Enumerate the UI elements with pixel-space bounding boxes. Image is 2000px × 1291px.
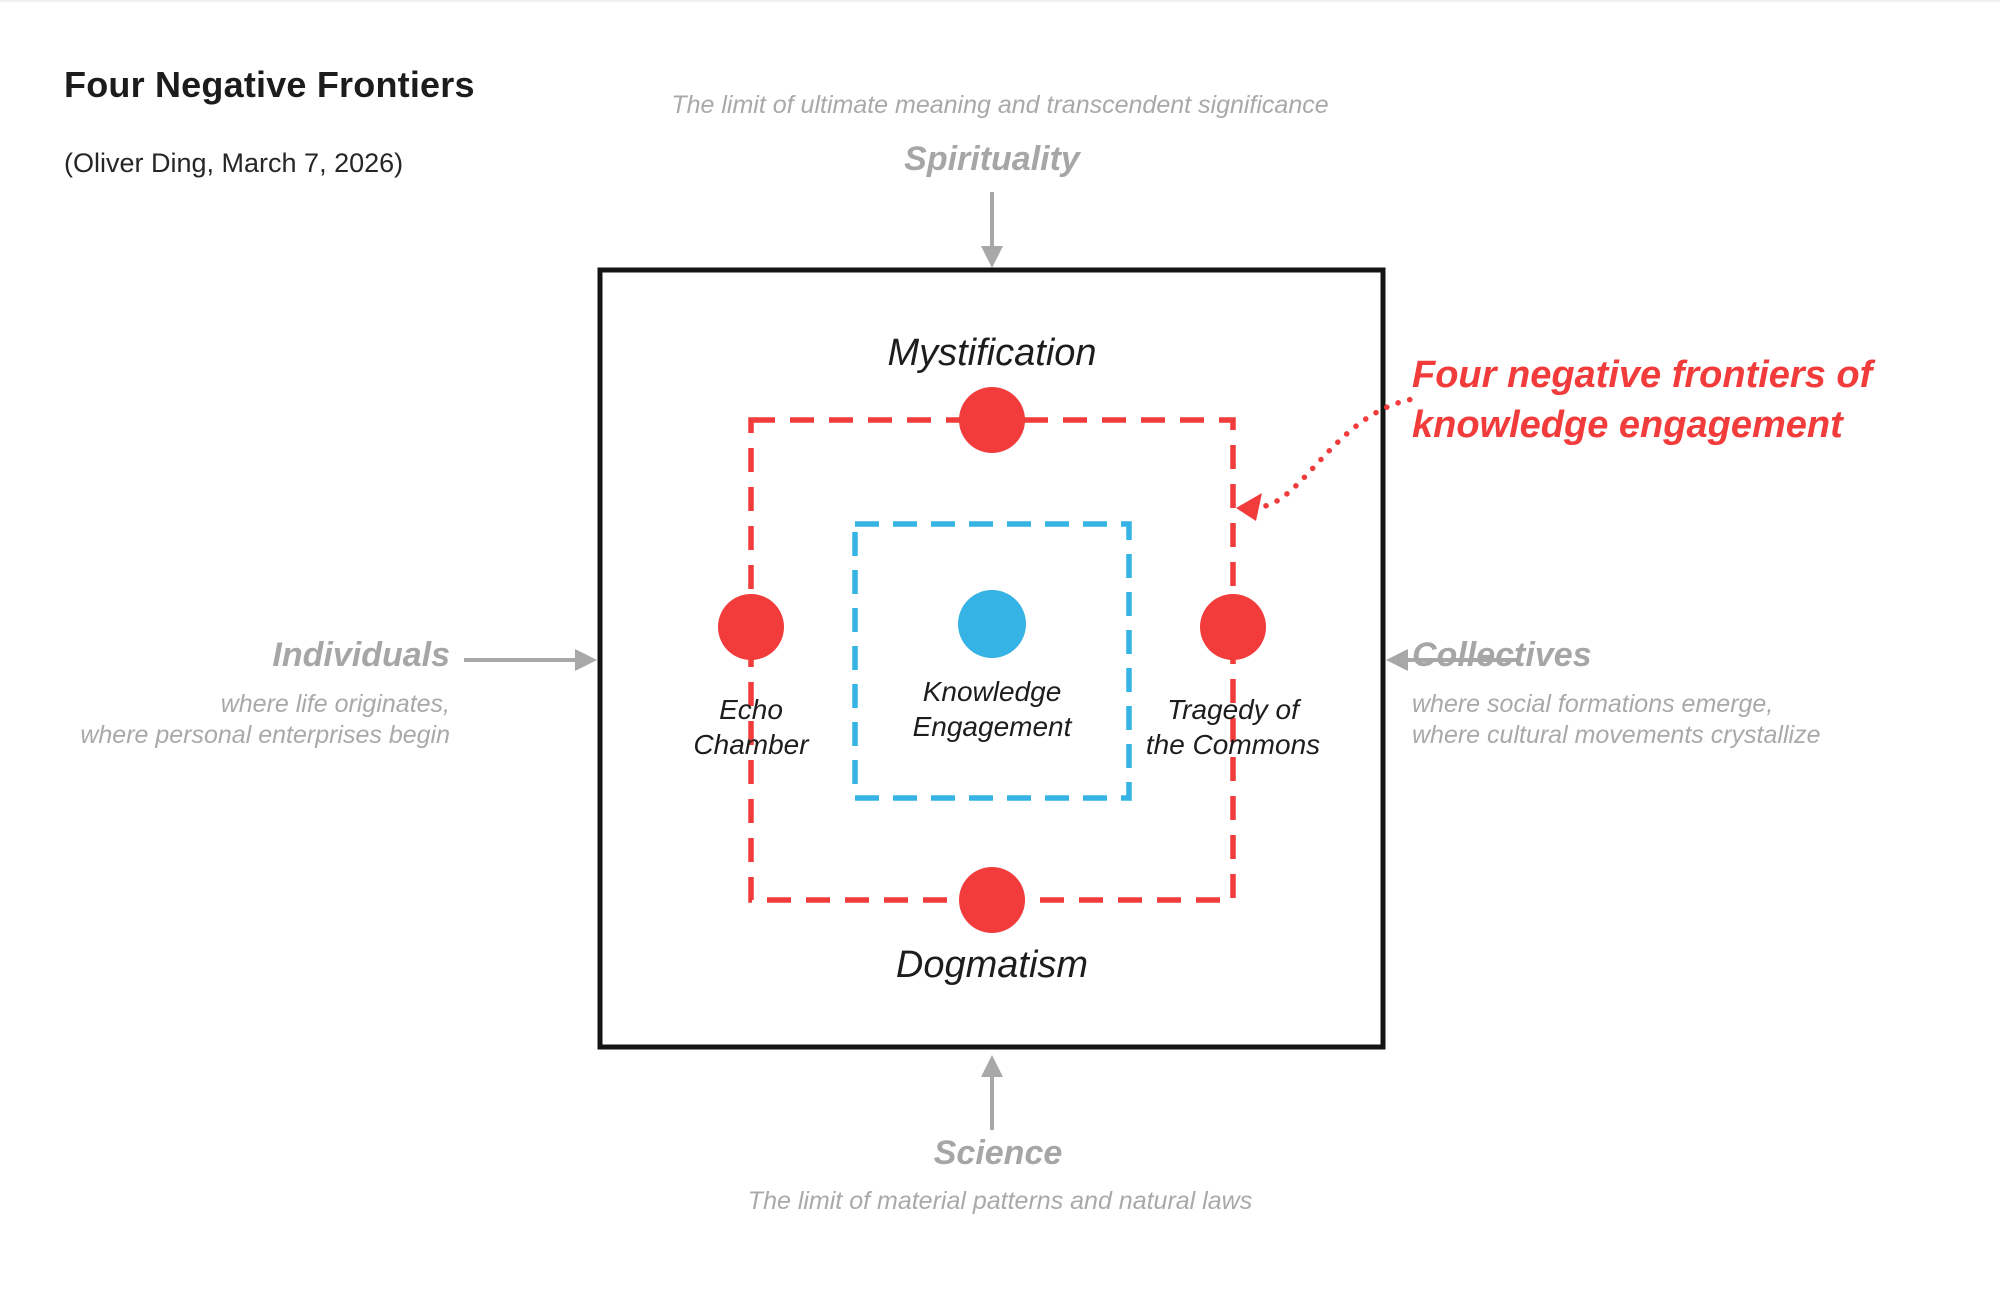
spirituality-description: The limit of ultimate meaning and transc…: [671, 91, 1329, 119]
page-title: Four Negative Frontiers: [64, 64, 475, 105]
tragedy-commons-label: Tragedy of the Commons: [1145, 694, 1321, 760]
blue-core-square: [852, 521, 1132, 801]
individuals-block: Individuals where life originates, where…: [80, 636, 450, 751]
collectives-description-line1: where social formations emerge,: [1412, 690, 1774, 718]
outer-boundary-box: [597, 267, 1386, 1050]
individuals-description-line2: where personal enterprises begin: [80, 721, 450, 749]
annotation-text: Four negative frontiers of knowledge eng…: [1412, 354, 1873, 446]
spirituality-arrow-down: [981, 192, 1003, 268]
collectives-label: Collectives: [1412, 636, 1592, 674]
annotation-dotted-arrow: [1236, 396, 1416, 521]
science-arrow-up: [981, 1055, 1003, 1130]
knowledge-engagement-label: Knowledge Engagement: [912, 676, 1072, 742]
dogmatism-dot: [959, 867, 1025, 933]
mystification-label: Mystification: [887, 332, 1097, 374]
collectives-arrow-left: [1386, 649, 1519, 671]
collectives-block: Collectives where social formations emer…: [1412, 636, 1820, 751]
tragedy-commons-dot: [1200, 594, 1266, 660]
collectives-description-line2: where cultural movements crystallize: [1412, 721, 1821, 749]
echo-chamber-label: Echo Chamber: [693, 694, 809, 760]
individuals-description-line1: where life originates,: [220, 690, 450, 718]
page-attribution: (Oliver Ding, March 7, 2026): [64, 148, 404, 178]
mystification-dot: [959, 387, 1025, 453]
individuals-arrow-right: [464, 649, 597, 671]
individuals-label: Individuals: [272, 636, 450, 674]
dogmatism-label: Dogmatism: [895, 944, 1089, 986]
red-frontier-square: [748, 417, 1236, 903]
spirituality-label: Spirituality: [904, 140, 1080, 178]
knowledge-engagement-dot: [958, 590, 1026, 658]
science-label: Science: [933, 1134, 1063, 1172]
science-description: The limit of material patterns and natur…: [747, 1187, 1253, 1215]
echo-chamber-dot: [718, 594, 784, 660]
